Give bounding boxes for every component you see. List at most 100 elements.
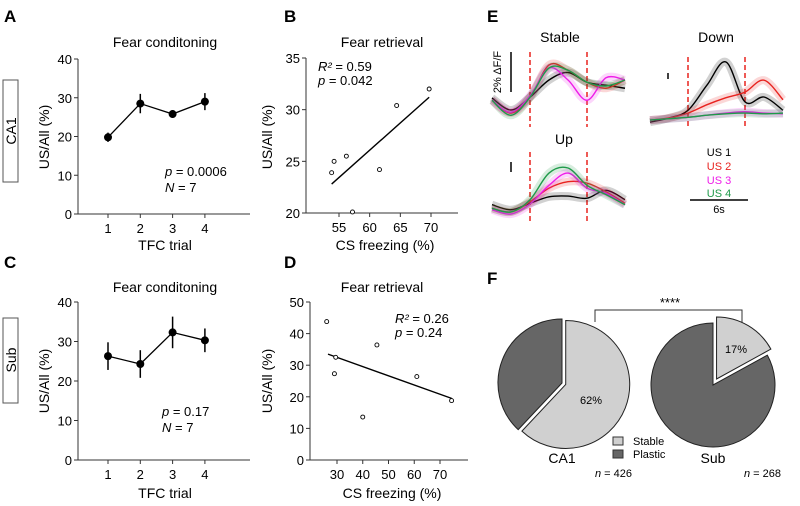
chart-title: Fear conditoning (113, 279, 217, 295)
trace-us4 (649, 112, 784, 121)
pie-n-sub: n = 268 (744, 468, 781, 480)
regression-line (331, 96, 430, 185)
panel-label-d: D (284, 253, 296, 272)
row-label-box-sub (2, 317, 19, 404)
trace-us1 (491, 71, 626, 111)
y-tick-label: 20 (286, 206, 300, 221)
row-label-ca1: CA1 (3, 117, 19, 144)
x-tick-label: 1 (104, 221, 111, 236)
legend-swatch-plastic (612, 449, 624, 459)
panel-label-b: B (284, 7, 296, 26)
data-point (168, 328, 177, 337)
y-tick-label: 30 (290, 358, 304, 373)
pie-slice-stable (716, 316, 772, 380)
y-tick-label: 35 (286, 51, 300, 66)
y-tick-label: 0 (65, 207, 72, 222)
legend-stable: Stable (633, 436, 664, 448)
y-tick-label: 10 (290, 421, 304, 436)
y-tick-label: 30 (286, 103, 300, 118)
data-point (136, 360, 145, 369)
x-tick-label: 3 (169, 467, 176, 482)
pie-slice-plastic (497, 318, 563, 431)
trace-us3 (491, 66, 626, 113)
data-point (200, 336, 209, 345)
data-point (168, 110, 177, 119)
group-title-down: Down (698, 29, 734, 45)
data-point (426, 86, 432, 92)
panel-d: Fear retrieval CS freezing (%) US/All (%… (259, 279, 468, 501)
x-tick-label: 40 (356, 467, 370, 482)
panel-f: **** 62% 17% Stable Plastic CA1 Sub n = … (497, 295, 781, 480)
panel-b: Fear retrieval CS freezing (%) US/All (%… (259, 34, 458, 253)
y-tick-label: 50 (290, 295, 304, 310)
stat-n: N = 7 (162, 420, 193, 435)
stat-p: p = 0.0006 (164, 164, 227, 179)
y-tick-label: 40 (290, 327, 304, 342)
pie-slice-plastic (650, 322, 776, 448)
panel-label-e: E (487, 7, 498, 26)
panel-label-a: A (4, 7, 16, 26)
trace-us3 (491, 172, 626, 215)
x-axis-label: CS freezing (%) (343, 485, 442, 501)
y-axis-label: US/All (%) (259, 105, 275, 170)
x-tick-label: 60 (362, 220, 376, 235)
data-point (329, 170, 335, 176)
legend-us3: US 3 (707, 175, 731, 187)
trace-us4 (491, 166, 626, 213)
pie-n-ca1: n = 426 (595, 468, 632, 480)
data-point (104, 133, 112, 142)
panel-label-c: C (4, 253, 16, 272)
stat-p: p = 0.042 (317, 73, 373, 88)
pie-name-sub: Sub (701, 450, 726, 466)
data-point (324, 319, 330, 325)
y-axis-label: US/All (%) (36, 105, 52, 170)
stat-p: p = 0.17 (161, 404, 209, 419)
chart-title: Fear retrieval (341, 279, 423, 295)
data-point (343, 153, 349, 159)
y-axis-label: US/All (%) (36, 349, 52, 414)
significance-bracket (594, 309, 743, 322)
y-tick-label: 20 (58, 374, 72, 389)
y-tick-label: 20 (58, 130, 72, 145)
regression-line (327, 353, 452, 400)
data-point (377, 167, 382, 173)
legend-plastic: Plastic (633, 449, 666, 461)
panel-c: Sub Fear conditoning TFC trial US/All (%… (2, 279, 250, 501)
series-line (107, 101, 206, 138)
trace-us2 (491, 62, 626, 114)
y-tick-label: 10 (58, 414, 72, 429)
y-tick-label: 40 (58, 52, 72, 67)
data-point (104, 352, 112, 361)
x-tick-label: 1 (104, 467, 111, 482)
data-point (136, 99, 145, 108)
x-axis-label: CS freezing (%) (336, 237, 435, 253)
x-tick-label: 3 (169, 221, 176, 236)
group-title-up: Up (555, 131, 573, 147)
data-point (414, 374, 420, 380)
legend-swatch-stable (612, 436, 624, 446)
chart-title: Fear conditoning (113, 34, 217, 50)
legend-us1: US 1 (707, 147, 731, 159)
x-tick-label: 70 (424, 220, 438, 235)
stat-r2: R² = 0.26 (395, 311, 449, 326)
trace-us4 (491, 65, 626, 116)
data-point (374, 342, 380, 348)
legend-us4: US 4 (707, 188, 731, 200)
y-tick-label: 10 (58, 168, 72, 183)
scale-bar-x-label: 6s (713, 204, 725, 216)
y-tick-label: 0 (297, 453, 304, 468)
panel-e: Stable Down Up 2% ΔF/F US 1 US 2 US 3 US… (489, 29, 787, 224)
x-tick-label: 50 (381, 467, 395, 482)
y-tick-label: 25 (286, 154, 300, 169)
y-tick-label: 40 (58, 295, 72, 310)
x-tick-label: 60 (407, 467, 421, 482)
legend-us2: US 2 (707, 161, 731, 173)
data-point (394, 103, 400, 108)
x-tick-label: 30 (330, 467, 344, 482)
x-tick-label: 4 (201, 221, 208, 236)
y-axis-label: US/All (%) (259, 349, 275, 414)
stat-p: p = 0.24 (394, 325, 442, 340)
data-point (333, 354, 339, 360)
y-tick-label: 0 (65, 453, 72, 468)
data-point (449, 398, 455, 404)
